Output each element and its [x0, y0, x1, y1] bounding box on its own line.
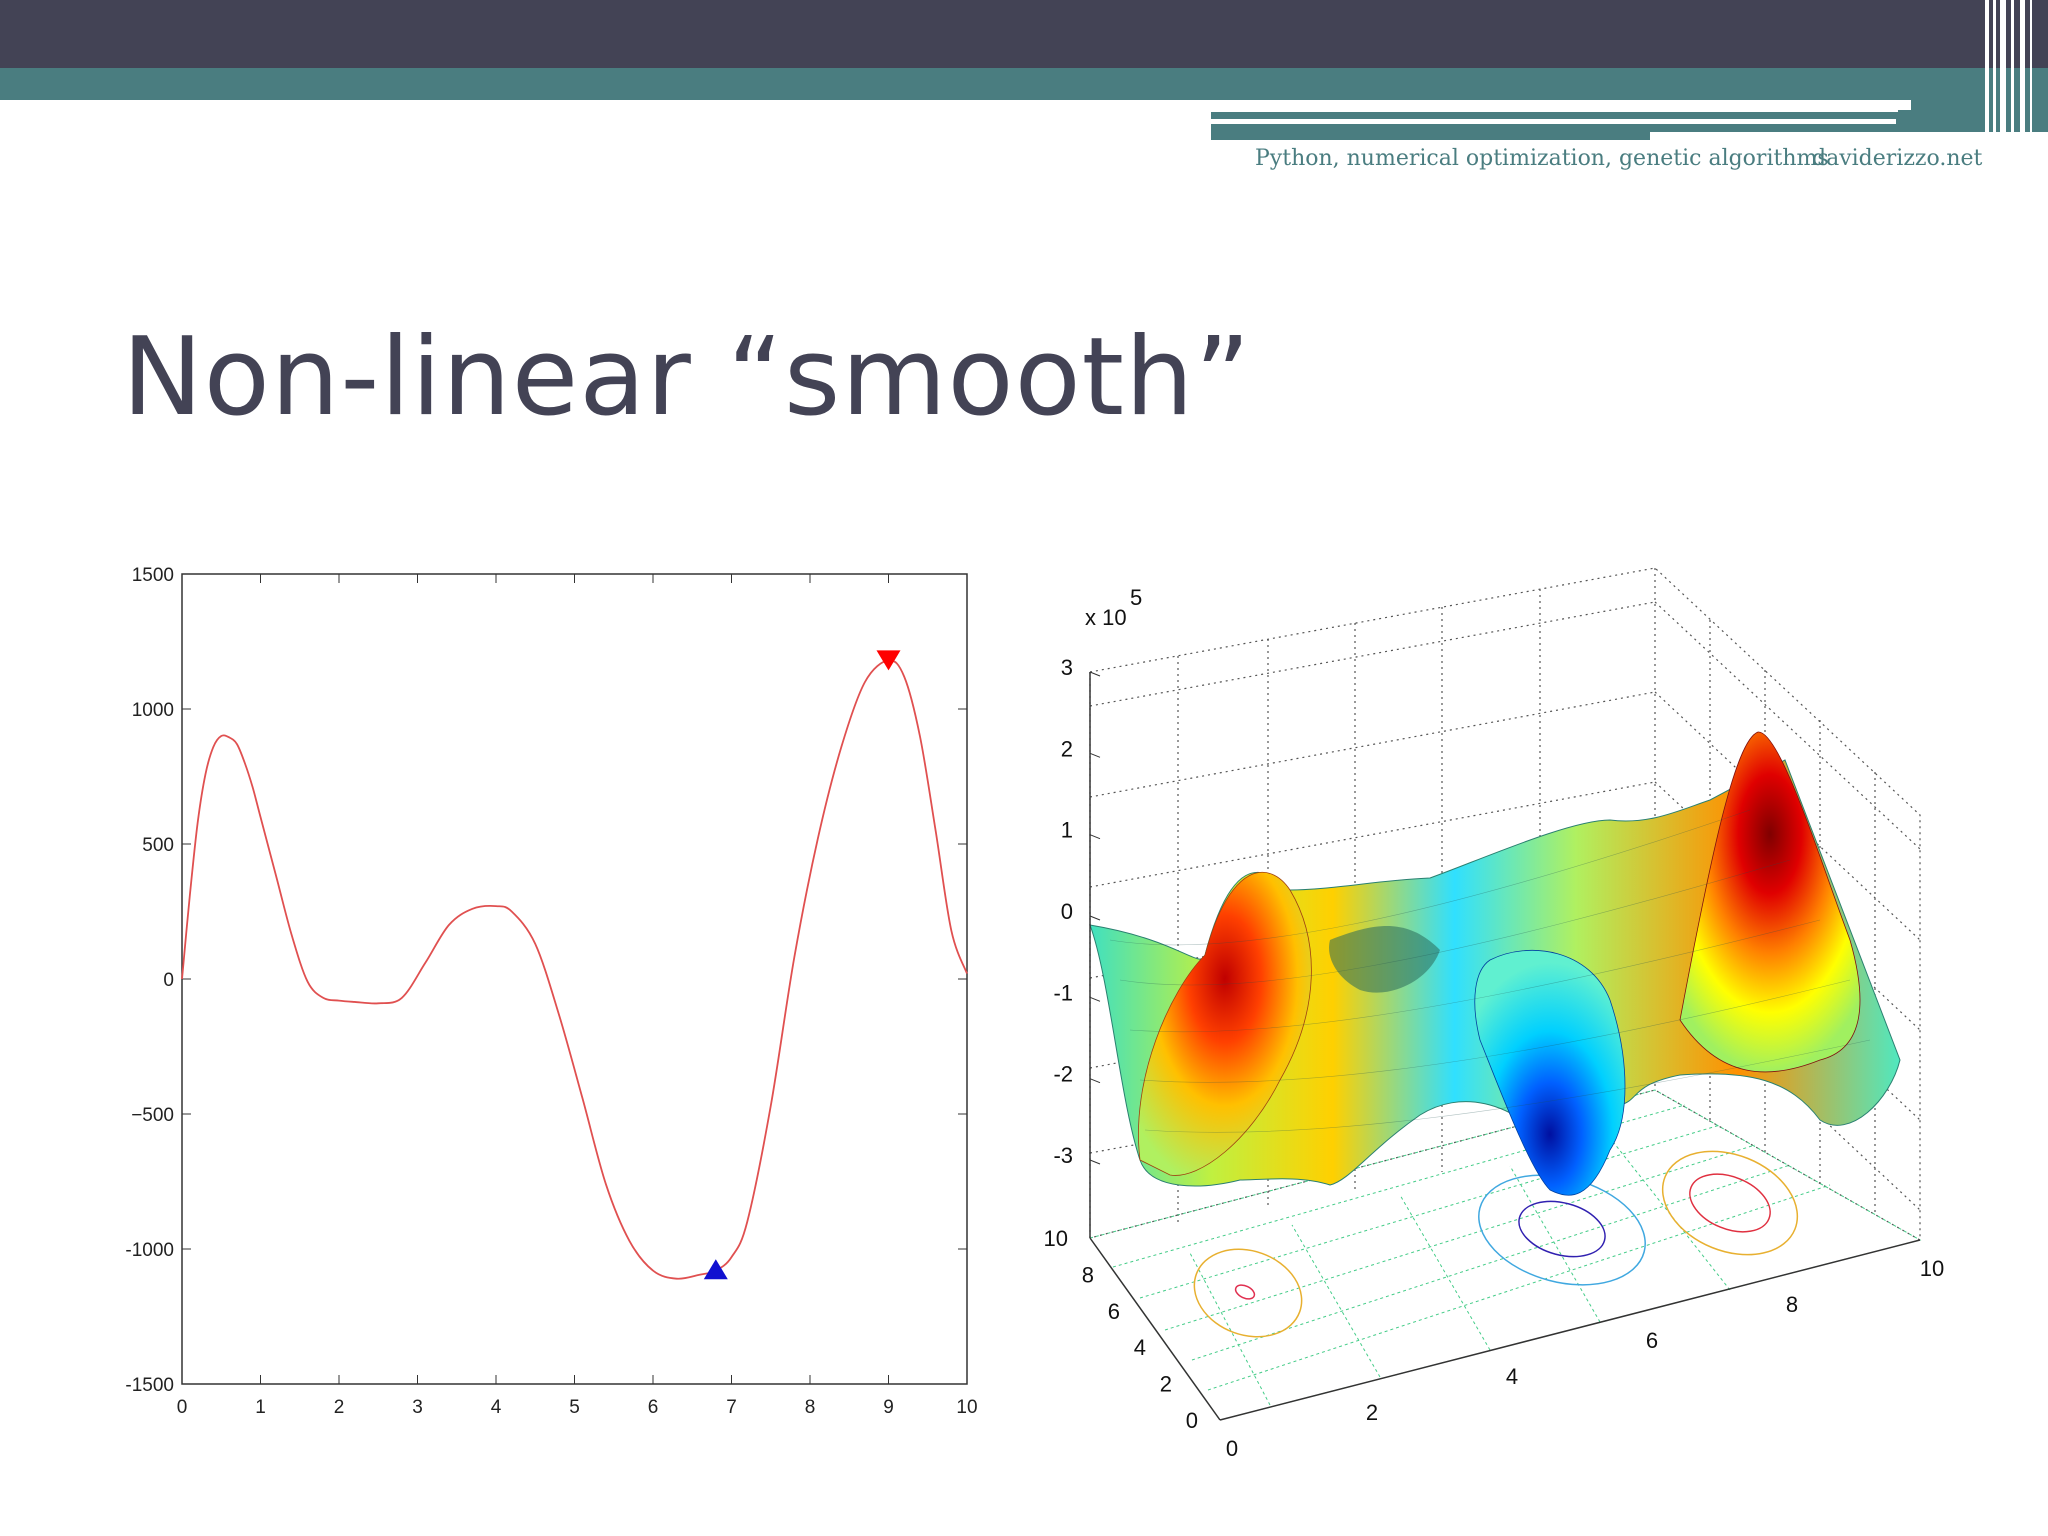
x-tick-label: 0	[1226, 1436, 1238, 1461]
x-tick-label: 4	[1506, 1364, 1518, 1389]
z-tick-label: 2	[1061, 736, 1073, 761]
z-tick-mark	[1089, 834, 1101, 840]
minimum-marker	[703, 1259, 728, 1280]
y-tick-label: 10	[1044, 1226, 1068, 1251]
x-tick-label: 0	[177, 1397, 188, 1418]
x-tick-label: 1	[255, 1397, 266, 1418]
y-tick-label: 1000	[132, 700, 174, 721]
y-tick-label: 0	[1186, 1408, 1198, 1433]
y-tick-label: 6	[1108, 1299, 1120, 1324]
function-curve	[181, 659, 968, 1280]
y-tick-label: 1500	[132, 565, 174, 586]
x-tick-label: 4	[491, 1397, 502, 1418]
x-tick-label: 8	[805, 1397, 816, 1418]
z-tick-mark	[1089, 671, 1101, 677]
header-site: daviderizzo.net	[1812, 146, 1983, 171]
z-exponent: 5	[1130, 585, 1142, 610]
z-tick-mark	[1089, 752, 1101, 758]
header-dark-band	[0, 0, 2048, 68]
y-tick-label: -1000	[125, 1240, 174, 1261]
maximum-marker	[876, 650, 901, 671]
header-subtitle: Python, numerical optimization, genetic …	[1255, 146, 1829, 171]
z-tick-label: -2	[1053, 1062, 1073, 1087]
y-tick-label: 4	[1134, 1335, 1146, 1360]
header-teal-band	[0, 68, 2048, 100]
y-tick-label: -1500	[125, 1375, 174, 1396]
z-tick-label: 3	[1061, 655, 1073, 680]
x-tick-label: 2	[1366, 1400, 1378, 1425]
plot-frame	[181, 573, 968, 1385]
z-tick-mark	[1089, 1078, 1101, 1084]
y-tick-label: 8	[1082, 1262, 1094, 1287]
y-tick-label: −500	[131, 1105, 174, 1126]
z-tick-mark	[1089, 915, 1101, 921]
z-tick-mark	[1089, 996, 1101, 1002]
z-multiplier: x 10	[1085, 605, 1127, 630]
y-tick-label: 2	[1160, 1372, 1172, 1397]
x-tick-label: 10	[1920, 1256, 1944, 1281]
x-tick-label: 10	[956, 1397, 977, 1418]
x-tick-label: 6	[648, 1397, 659, 1418]
z-tick-label: 0	[1061, 899, 1073, 924]
x-tick-label: 9	[883, 1397, 894, 1418]
z-tick-label: -3	[1053, 1143, 1073, 1168]
z-tick-label: -1	[1053, 980, 1073, 1005]
y-tick-label: 0	[163, 970, 174, 991]
x-tick-label: 8	[1786, 1292, 1798, 1317]
x-tick-label: 2	[334, 1397, 345, 1418]
surface-mesh	[1089, 731, 1901, 1196]
x-tick-label: 5	[569, 1397, 580, 1418]
slide-title: Non-linear “smooth”	[122, 315, 1252, 440]
x-tick-label: 3	[412, 1397, 423, 1418]
z-tick-mark	[1089, 1159, 1101, 1165]
x-tick-label: 6	[1646, 1328, 1658, 1353]
z-tick-label: 1	[1061, 818, 1073, 843]
x-tick-label: 7	[726, 1397, 737, 1418]
y-tick-label: 500	[142, 835, 174, 856]
